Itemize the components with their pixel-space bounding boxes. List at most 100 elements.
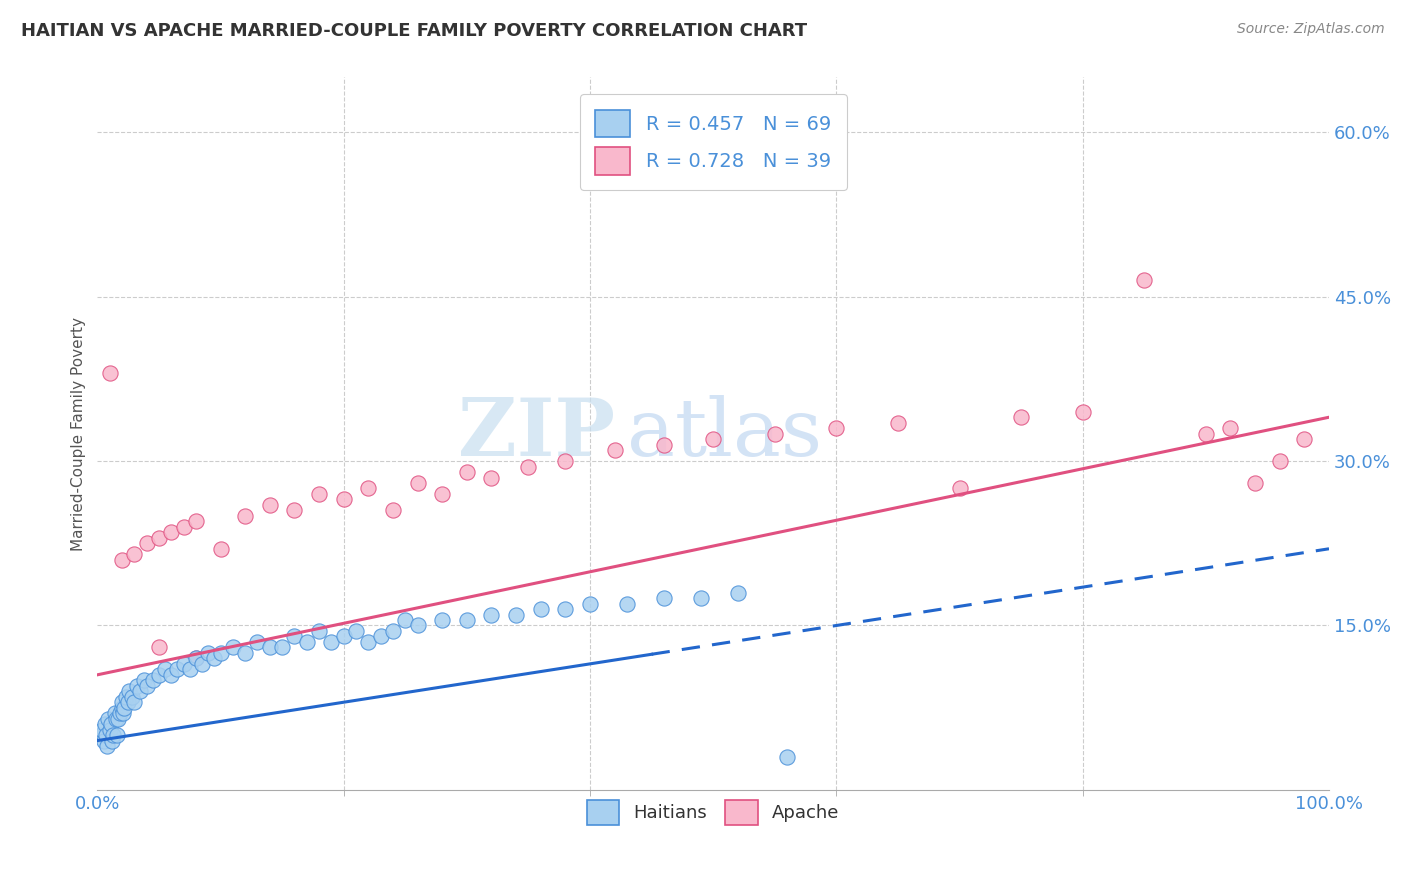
Point — [394, 613, 416, 627]
Point — [153, 662, 176, 676]
Point — [432, 487, 454, 501]
Point — [104, 712, 127, 726]
Point — [357, 635, 380, 649]
Point — [124, 695, 146, 709]
Point — [166, 662, 188, 676]
Point — [259, 640, 281, 655]
Point — [308, 487, 330, 501]
Point — [259, 498, 281, 512]
Point — [381, 624, 404, 638]
Point — [142, 673, 165, 688]
Point — [321, 635, 343, 649]
Point — [381, 503, 404, 517]
Point — [1219, 421, 1241, 435]
Point — [222, 640, 245, 655]
Text: ZIP: ZIP — [457, 394, 614, 473]
Point — [96, 739, 118, 753]
Point — [1244, 475, 1267, 490]
Point — [90, 728, 112, 742]
Point — [173, 520, 195, 534]
Point — [1133, 273, 1156, 287]
Point — [689, 591, 711, 606]
Point — [124, 547, 146, 561]
Point — [179, 662, 201, 676]
Point — [887, 416, 910, 430]
Point — [111, 695, 134, 709]
Point — [114, 700, 136, 714]
Point — [727, 585, 749, 599]
Point — [652, 591, 675, 606]
Point — [505, 607, 527, 622]
Point — [357, 482, 380, 496]
Point — [271, 640, 294, 655]
Point — [1071, 405, 1094, 419]
Point — [554, 454, 576, 468]
Point — [825, 421, 848, 435]
Point — [432, 613, 454, 627]
Y-axis label: Married-Couple Family Poverty: Married-Couple Family Poverty — [72, 317, 86, 550]
Point — [233, 646, 256, 660]
Point — [554, 602, 576, 616]
Point — [135, 679, 157, 693]
Point — [125, 679, 148, 693]
Point — [246, 635, 269, 649]
Point — [98, 367, 121, 381]
Point — [93, 733, 115, 747]
Point — [202, 651, 225, 665]
Point — [94, 728, 117, 742]
Point — [702, 432, 724, 446]
Point — [763, 426, 786, 441]
Point — [197, 646, 219, 660]
Legend: Haitians, Apache: Haitians, Apache — [578, 790, 849, 834]
Point — [456, 613, 478, 627]
Point — [117, 695, 139, 709]
Point — [93, 717, 115, 731]
Point — [283, 503, 305, 517]
Text: atlas: atlas — [627, 394, 823, 473]
Point — [481, 607, 503, 622]
Point — [616, 597, 638, 611]
Point — [1268, 454, 1291, 468]
Point — [160, 668, 183, 682]
Point — [456, 465, 478, 479]
Point — [370, 630, 392, 644]
Point — [332, 630, 354, 644]
Point — [111, 553, 134, 567]
Point — [103, 728, 125, 742]
Point — [406, 618, 429, 632]
Point — [135, 536, 157, 550]
Point — [406, 475, 429, 490]
Point — [1294, 432, 1316, 446]
Point — [948, 482, 970, 496]
Point — [107, 712, 129, 726]
Point — [148, 668, 170, 682]
Point — [118, 684, 141, 698]
Point — [100, 717, 122, 731]
Point — [148, 640, 170, 655]
Point — [114, 690, 136, 704]
Point — [530, 602, 553, 616]
Point — [98, 723, 121, 737]
Point — [105, 728, 128, 742]
Point — [134, 673, 156, 688]
Point — [209, 541, 232, 556]
Point — [776, 750, 799, 764]
Point — [129, 684, 152, 698]
Point — [283, 630, 305, 644]
Point — [603, 443, 626, 458]
Point — [184, 651, 207, 665]
Point — [295, 635, 318, 649]
Point — [191, 657, 214, 671]
Point — [209, 646, 232, 660]
Point — [184, 651, 207, 665]
Point — [1010, 410, 1032, 425]
Text: HAITIAN VS APACHE MARRIED-COUPLE FAMILY POVERTY CORRELATION CHART: HAITIAN VS APACHE MARRIED-COUPLE FAMILY … — [21, 22, 807, 40]
Point — [173, 657, 195, 671]
Point — [481, 470, 503, 484]
Point — [1195, 426, 1218, 441]
Point — [332, 492, 354, 507]
Point — [344, 624, 367, 638]
Point — [101, 733, 124, 747]
Point — [308, 624, 330, 638]
Point — [108, 706, 131, 721]
